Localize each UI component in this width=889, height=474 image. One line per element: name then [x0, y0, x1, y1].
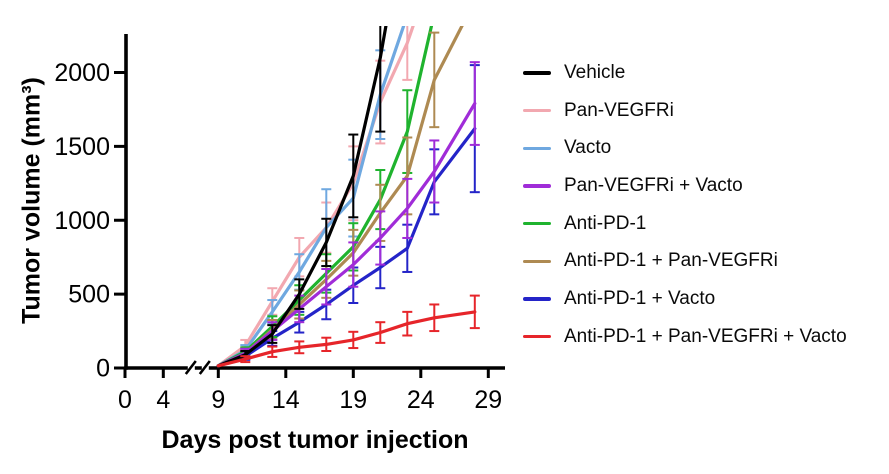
x-tick-label: 0	[118, 386, 132, 414]
series-anti-pd-1-pan-vegfri-vacto	[216, 294, 480, 368]
legend-label: Anti-PD-1 + Vacto	[564, 287, 716, 309]
y-tick-label: 2000	[54, 59, 110, 87]
y-axis-title: Tumor volume (mm³)	[17, 77, 46, 324]
legend-swatch	[523, 184, 551, 188]
x-tick-label: 29	[474, 386, 502, 414]
legend-item-4: Anti-PD-1	[523, 205, 889, 243]
x-tick-label: 19	[339, 386, 367, 414]
y-tick-label: 500	[68, 281, 110, 309]
legend-swatch	[523, 221, 551, 226]
legend-label: Anti-PD-1 + Pan-VEGFRi	[564, 250, 778, 272]
series-anti-pd-1-vacto	[216, 64, 480, 368]
legend-label: Pan-VEGFRi + Vacto	[564, 174, 743, 196]
legend-swatch	[523, 334, 551, 339]
x-tick-label: 9	[211, 386, 225, 414]
legend-label: Pan-VEGFRi	[564, 99, 674, 121]
legend-swatch	[523, 71, 551, 75]
legend-item-3: Pan-VEGFRi + Vacto	[523, 167, 889, 205]
legend-item-7: Anti-PD-1 + Pan-VEGFRi + Vacto	[523, 318, 889, 356]
legend-swatch	[523, 108, 551, 113]
x-axis-title: Days post tumor injection	[161, 426, 469, 454]
series-line-anti-pd-1-vacto	[216, 127, 477, 368]
series-line-pan-vegfri	[216, 26, 415, 368]
y-tick-label: 0	[96, 355, 110, 383]
series-line-vehicle	[216, 26, 388, 368]
series-pan-vegfri-vacto	[216, 61, 480, 368]
y-tick-label: 1000	[54, 207, 110, 235]
legend-item-0: Vehicle	[523, 54, 889, 92]
series-line-anti-pd-1-pan-vegfri-vacto	[216, 310, 477, 368]
legend-label: Vacto	[564, 137, 612, 159]
x-tick-label: 24	[407, 386, 435, 414]
legend-label: Anti-PD-1	[564, 212, 647, 234]
legend-item-1: Pan-VEGFRi	[523, 92, 889, 130]
chart-legend: Vehicle Pan-VEGFRi Vacto Pan-VEGFRi + Vacto…	[523, 54, 889, 356]
legend-item-6: Anti-PD-1 + Vacto	[523, 280, 889, 318]
legend-item-2: Vacto	[523, 129, 889, 167]
series-line-vacto	[216, 26, 406, 368]
legend-label: Vehicle	[564, 61, 626, 83]
x-tick-label: 14	[272, 386, 300, 414]
legend-swatch	[523, 146, 551, 150]
x-tick-label: 4	[156, 386, 170, 414]
legend-swatch	[523, 259, 551, 263]
series-vehicle	[216, 26, 388, 368]
y-tick-label: 1500	[54, 133, 110, 161]
legend-swatch	[523, 297, 551, 301]
legend-item-5: Anti-PD-1 + Pan-VEGFRi	[523, 242, 889, 280]
axis-break-marks	[184, 360, 211, 375]
legend-label: Anti-PD-1 + Pan-VEGFRi + Vacto	[564, 325, 847, 347]
series-line-pan-vegfri-vacto	[216, 101, 477, 368]
